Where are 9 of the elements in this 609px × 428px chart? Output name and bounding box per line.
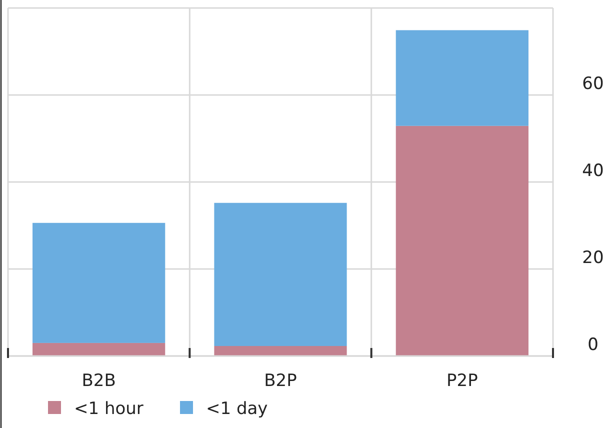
x-tick-label: B2B xyxy=(82,371,116,391)
y-tick-label: 20 xyxy=(582,248,604,268)
y-tick-label: 60 xyxy=(582,74,604,94)
y-tick-label: 0 xyxy=(588,335,598,355)
legend-label: <1 hour xyxy=(74,399,144,419)
x-tick-label: B2P xyxy=(264,371,297,391)
y-tick-label: 40 xyxy=(582,161,604,181)
legend-label: <1 day xyxy=(206,399,268,419)
x-tick-label: P2P xyxy=(446,371,478,391)
